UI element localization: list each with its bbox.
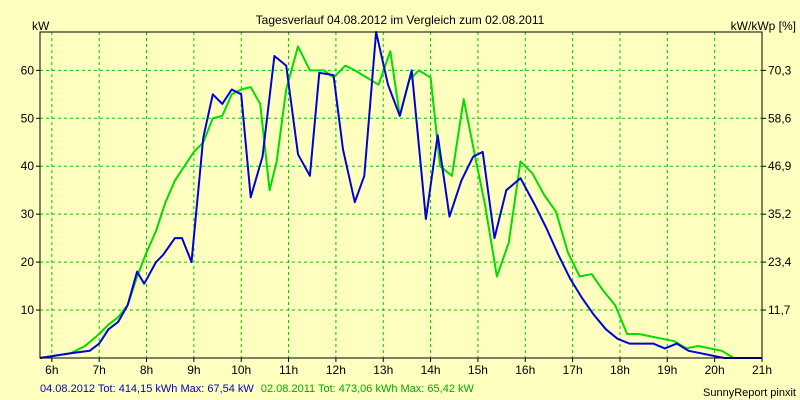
x-tick-label-11: 17h [563,363,583,377]
y-left-tick-label-2: 30 [21,207,35,221]
x-tick-label-7: 13h [373,363,393,377]
y-right-tick-label-2: 35,2 [768,207,792,221]
x-tick-label-0: 6h [45,363,58,377]
y-right-tick-label-5: 70,3 [768,63,792,77]
x-tick-label-14: 20h [705,363,725,377]
x-tick-label-6: 12h [326,363,346,377]
y-left-tick-label-4: 50 [21,111,35,125]
x-tick-label-8: 14h [421,363,441,377]
y-left-tick-label-1: 20 [21,255,35,269]
x-tick-label-13: 19h [657,363,677,377]
y-axis-right-label: kW/kWp [%] [731,19,796,33]
x-tick-label-9: 15h [468,363,488,377]
y-ticks-right: 11,7 23,4 35,2 46,9 58,6 70,3 [762,63,792,317]
y-left-tick-label-3: 40 [21,159,35,173]
x-tick-label-1: 7h [93,363,106,377]
y-axis-left-label: kW [32,19,50,33]
y-right-tick-label-4: 58,6 [768,111,792,125]
series-line-04-08-2012 [39,31,762,359]
footer-credit: SunnyReport pinxit [703,387,796,399]
series-lines [39,31,762,359]
grid-lines [40,32,762,358]
x-tick-label-2: 8h [140,363,153,377]
y-left-tick-label-0: 10 [21,303,35,317]
y-left-tick-label-5: 60 [21,63,35,77]
y-right-tick-label-0: 11,7 [768,303,791,317]
x-ticks: 6h 7h 8h 9h 10h 11h 12h 13h 14h 15h 16h 17h 18h 19h 20… [45,358,772,377]
x-tick-label-5: 11h [279,363,298,377]
plot-frame [39,31,763,359]
y-ticks-left: 10 20 30 40 50 60 [21,63,40,317]
x-tick-label-15: 21h [752,363,772,377]
x-tick-label-12: 18h [610,363,630,377]
series-line-02-08-2011 [39,45,762,359]
footer-series1: 04.08.2012 Tot: 414,15 kWh Max: 67,54 kW [40,383,254,395]
y-right-tick-label-3: 46,9 [768,159,792,173]
y-right-tick-label-1: 23,4 [768,255,792,269]
x-tick-label-10: 16h [515,363,535,377]
x-tick-label-4: 10h [231,363,251,377]
footer-legend: 04.08.2012 Tot: 414,15 kWh Max: 67,54 kW… [40,383,474,395]
x-tick-label-3: 9h [187,363,200,377]
chart-title: Tagesverlauf 04.08.2012 im Vergleich zum… [256,13,545,27]
footer-series2: 02.08.2011 Tot: 473,06 kWh Max: 65,42 kW [261,383,475,395]
